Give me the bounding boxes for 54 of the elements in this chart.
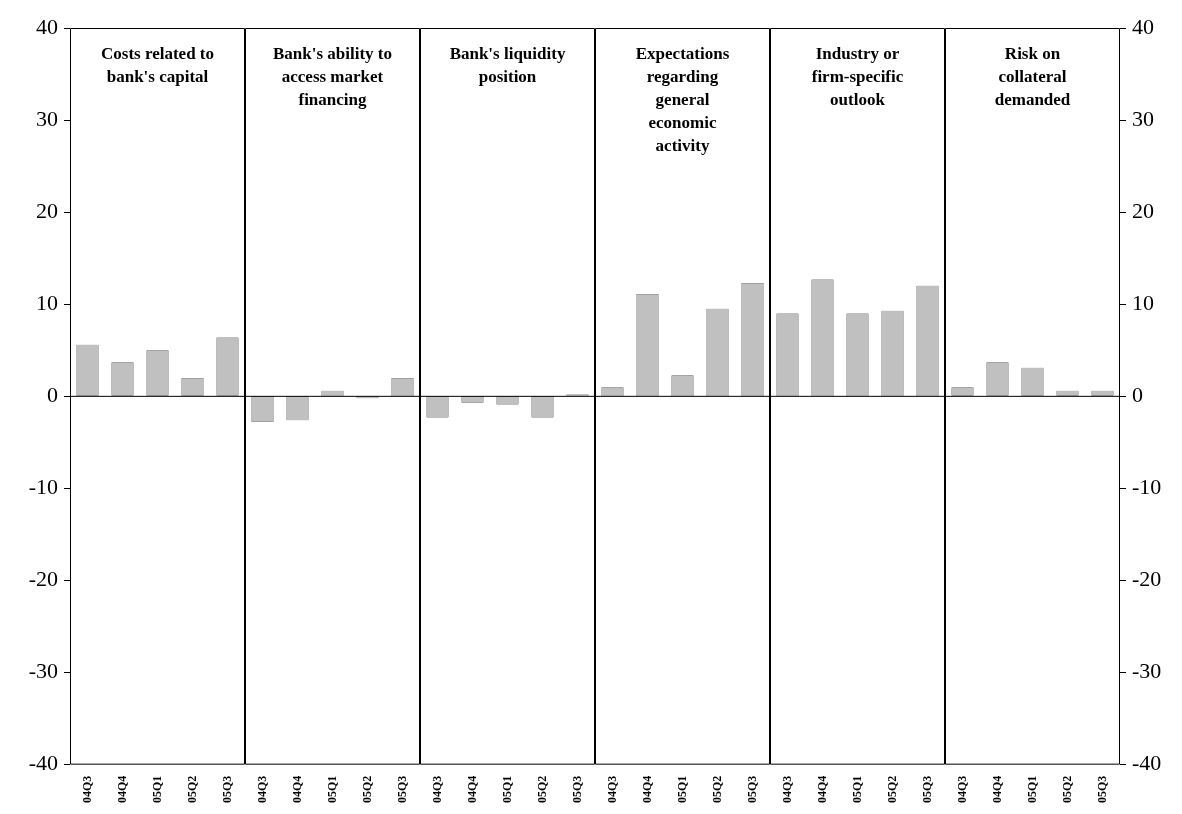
y2-tick-label: 30 [1132,105,1154,131]
x-tick-label: 04Q3 [604,775,619,804]
y2-tick-label: 40 [1132,13,1154,39]
y-tick-label: 10 [36,290,58,316]
x-tick-label: 04Q4 [639,775,654,804]
text: Risk on collateral demanded [994,43,1071,109]
x-tick-label: 05Q3 [394,775,409,804]
text: Bank's ability to access market financing [272,43,393,109]
x-tick-label: 05Q2 [184,775,199,804]
x-tick-label: 05Q2 [884,775,899,804]
x-tick-label: 04Q4 [989,775,1004,804]
x-tick-label: 05Q3 [919,775,934,804]
x-tick-label: 05Q3 [744,775,759,804]
x-tick-label: 05Q2 [1059,775,1074,804]
x-tick-label: 04Q4 [289,775,304,804]
x-tick-label: 05Q3 [1094,775,1109,804]
text: Bank's liquidity position [449,43,566,86]
y-tick-label: -30 [28,658,58,684]
y2-tick-label: -20 [1132,566,1162,592]
text: Industry or firm-specific outlook [811,43,904,109]
x-tick-label: 05Q1 [849,775,864,804]
x-tick-label: 04Q3 [254,775,269,804]
x-tick-label: 05Q2 [534,775,549,804]
y-tick-label: -10 [28,474,58,500]
y2-tick-label: 20 [1132,197,1154,223]
y-tick-label: 30 [36,105,58,131]
x-tick-label: 05Q1 [324,775,339,804]
x-tick-label: 04Q3 [79,775,94,804]
y-tick-label: -40 [28,750,58,776]
x-tick-label: 05Q2 [709,775,724,804]
y2-tick-label: 10 [1132,290,1154,316]
y2-tick-label: 0 [1132,382,1143,408]
x-tick-label: 04Q4 [814,775,829,804]
x-tick-label: 05Q1 [1024,775,1039,804]
y-tick-label: 0 [47,382,58,408]
x-tick-label: 05Q3 [569,775,584,804]
y2-tick-label: -10 [1132,474,1162,500]
x-tick-label: 05Q2 [359,775,374,804]
x-tick-label: 04Q4 [114,775,129,804]
x-tick-label: 04Q3 [954,775,969,804]
text: Expectations regarding general economic activity [635,43,730,155]
x-tick-label: 05Q3 [219,775,234,804]
x-tick-label: 04Q3 [779,775,794,804]
x-tick-label: 05Q1 [499,775,514,804]
y-tick-label: 20 [36,197,58,223]
x-tick-label: 04Q4 [464,775,479,804]
x-tick-label: 04Q3 [429,775,444,804]
x-tick-label: 05Q1 [674,775,689,804]
x-tick-label: 05Q1 [149,775,164,804]
y-tick-label: 40 [36,13,58,39]
y-tick-label: -20 [28,566,58,592]
y2-tick-label: -30 [1132,658,1162,684]
text: Costs related to bank's capital [101,43,214,86]
y2-tick-label: -40 [1132,750,1162,776]
